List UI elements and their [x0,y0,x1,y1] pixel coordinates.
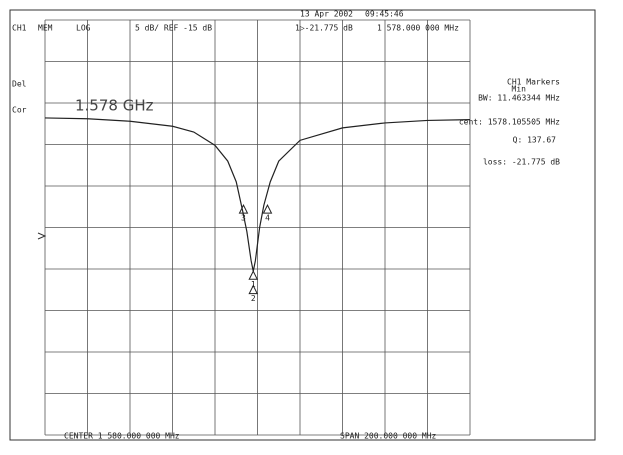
bandwidth: BW: 11.463344 MHz [478,94,560,103]
graticule [44,19,471,436]
marker-label: 4 [265,214,270,223]
center-freq: CENTER 1 580.000 000 MHz [64,432,180,441]
q-readout: Q: 137.67 [513,136,557,145]
channel: CH1 [12,24,27,33]
markers-mode: Min [512,85,527,94]
marker [238,203,249,214]
mem: MEM [38,24,53,33]
marker-label: 1 [251,280,256,289]
marker-label: 2 [251,294,256,303]
marker [248,284,259,295]
date: 13 Apr 2002 [300,10,353,19]
time: 09:45:46 [365,10,404,19]
marker [248,270,259,280]
format: LOG [76,24,91,33]
center-readout: cent: 1578.105505 MHz [459,118,560,127]
side-label: Del [12,80,27,89]
markers-title: CH1 Markers [507,78,560,87]
loss-readout: loss: -21.775 dB [483,158,560,167]
screen-border [9,9,596,441]
marker [262,203,273,214]
marker-freq: 1 578.000 000 MHz [377,24,459,33]
marker-label: 3 [241,214,246,223]
ref-pointer [37,232,47,240]
marker-readout: 1▷-21.775 dB [295,24,353,33]
frequency-label: 1.578 GHz [75,97,154,115]
scale: 5 dB/ REF -15 dB [135,24,212,33]
side-label: Cor [12,106,27,115]
trace [44,117,471,272]
span: SPAN 200.000 000 MHz [340,432,437,441]
